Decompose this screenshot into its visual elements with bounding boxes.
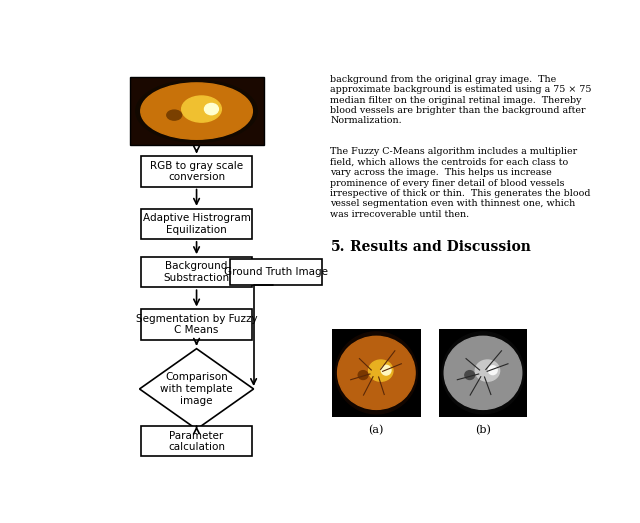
Text: Segmentation by Fuzzy
C Means: Segmentation by Fuzzy C Means [136,314,257,335]
Text: The Fuzzy C-Means algorithm includes a multiplier
field, which allows the centro: The Fuzzy C-Means algorithm includes a m… [330,147,591,219]
Text: Parameter
calculation: Parameter calculation [168,430,225,452]
Ellipse shape [136,80,257,142]
Ellipse shape [182,96,221,122]
Text: (b): (b) [475,425,491,436]
Text: Comparison
with template
image: Comparison with template image [160,372,233,405]
Text: Ground Truth Image: Ground Truth Image [224,267,328,277]
Text: 5.: 5. [330,240,345,254]
Ellipse shape [205,104,218,115]
Text: Results and Discussion: Results and Discussion [350,240,531,254]
FancyBboxPatch shape [141,426,252,457]
FancyBboxPatch shape [141,310,252,339]
FancyBboxPatch shape [129,77,264,145]
Text: background from the original gray image.  The
approximate background is estimate: background from the original gray image.… [330,75,592,126]
Polygon shape [140,349,253,429]
Text: Background
Substraction: Background Substraction [163,262,230,283]
FancyBboxPatch shape [141,156,252,187]
FancyBboxPatch shape [230,259,322,285]
Ellipse shape [167,110,182,120]
Ellipse shape [141,83,252,139]
Text: Adaptive Histrogram
Equilization: Adaptive Histrogram Equilization [143,213,250,235]
FancyBboxPatch shape [141,209,252,239]
FancyBboxPatch shape [141,257,252,287]
Text: RGB to gray scale
conversion: RGB to gray scale conversion [150,161,243,183]
Text: (a): (a) [369,425,384,436]
